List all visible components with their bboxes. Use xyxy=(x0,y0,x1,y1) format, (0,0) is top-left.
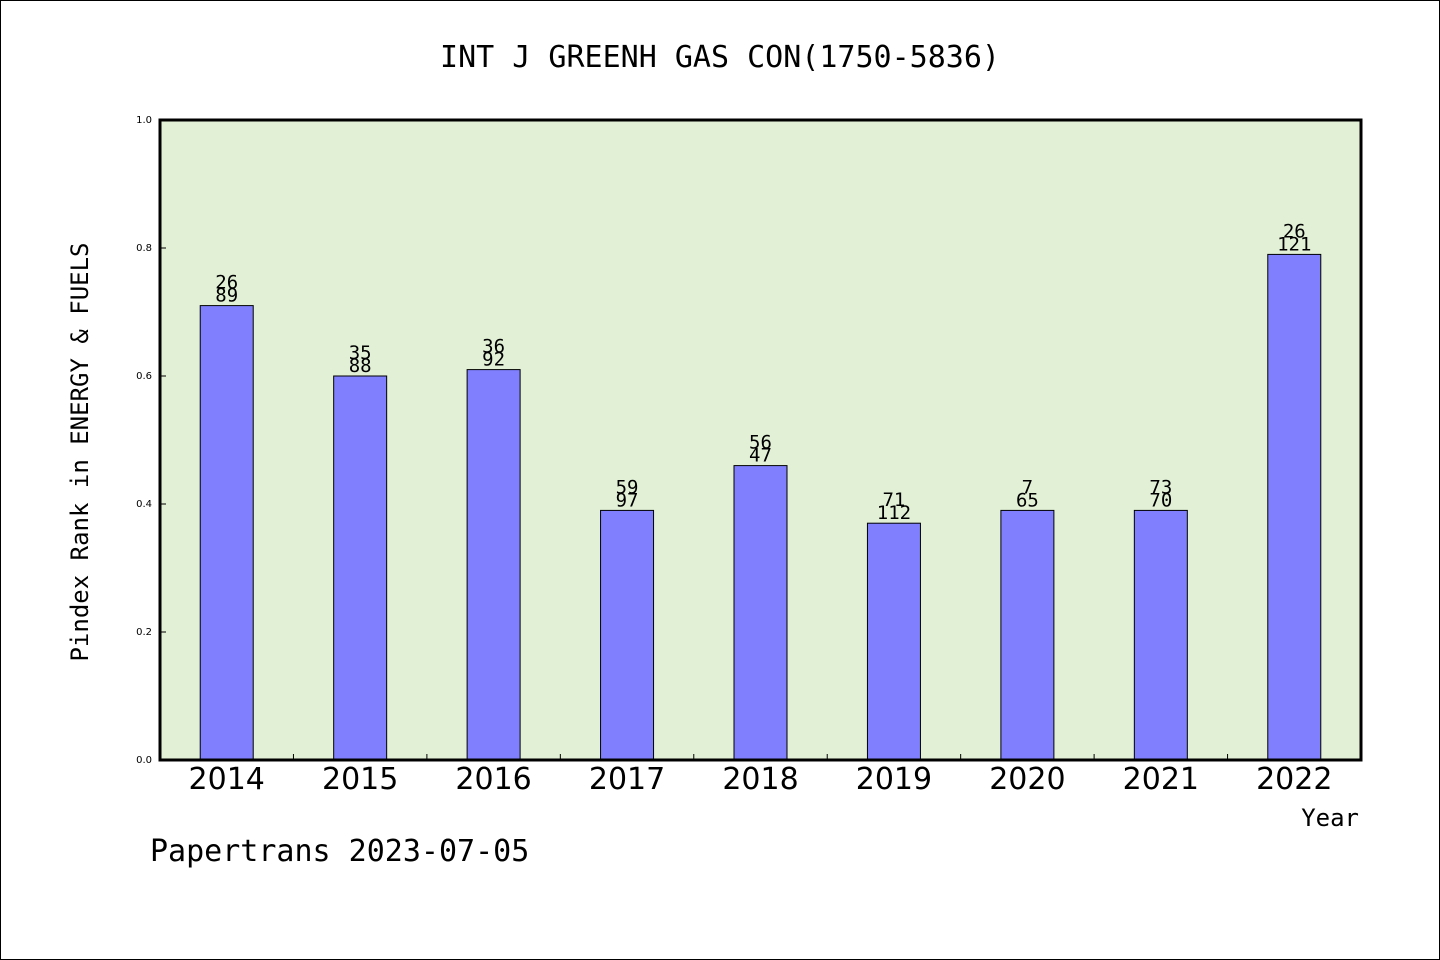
bar-label-top: 26 xyxy=(1283,220,1306,242)
bar-label-top: 59 xyxy=(616,476,639,498)
y-tick-label: 1.0 xyxy=(136,115,152,126)
y-tick-label: 0.8 xyxy=(136,243,152,254)
x-tick-label: 2022 xyxy=(1256,762,1332,797)
chart-title: INT J GREENH GAS CON(1750-5836) xyxy=(440,40,1000,75)
footer-watermark: Papertrans 2023-07-05 xyxy=(150,834,530,869)
bar-label-bottom: 89 xyxy=(215,285,238,307)
bar-2022[interactable] xyxy=(1267,253,1322,761)
y-tick-label: 0.6 xyxy=(136,371,152,382)
bar-2016[interactable] xyxy=(466,369,521,761)
y-tick-label: 0.0 xyxy=(136,755,152,766)
bar-label-bottom: 65 xyxy=(1016,489,1039,511)
x-tick-label: 2021 xyxy=(1123,762,1199,797)
plot-border xyxy=(158,118,1363,762)
bar-label-top: 73 xyxy=(1149,476,1172,498)
bar-label-top: 26 xyxy=(215,272,238,294)
bar-label-top: 56 xyxy=(749,432,772,454)
bar-label-bottom: 92 xyxy=(482,349,505,371)
y-axis-label: Pindex Rank in ENERGY & FUELS xyxy=(66,242,94,661)
x-tick-label: 2014 xyxy=(189,762,265,797)
x-axis-label: Year xyxy=(1301,804,1359,832)
x-tick-label: 2016 xyxy=(455,762,531,797)
bar-2019[interactable] xyxy=(866,522,921,761)
bar-2021[interactable] xyxy=(1133,509,1188,761)
x-tick-label: 2015 xyxy=(322,762,398,797)
bar-label-top: 71 xyxy=(882,489,905,511)
y-tick-label: 0.4 xyxy=(136,499,152,510)
y-tick-label: 0.2 xyxy=(136,627,152,638)
x-tick-label: 2019 xyxy=(856,762,932,797)
bar-label-top: 36 xyxy=(482,336,505,358)
x-tick-label: 2018 xyxy=(722,762,798,797)
bar-2014[interactable] xyxy=(199,305,254,761)
x-tick-label: 2020 xyxy=(989,762,1065,797)
bar-label-bottom: 112 xyxy=(877,502,911,524)
bar-label-bottom: 47 xyxy=(749,445,772,467)
bar-label-bottom: 121 xyxy=(1277,233,1311,255)
bar-label-bottom: 88 xyxy=(349,355,372,377)
bar-label-bottom: 70 xyxy=(1149,489,1172,511)
bar-2020[interactable] xyxy=(1000,509,1055,761)
x-tick-label: 2017 xyxy=(589,762,665,797)
bar-2015[interactable] xyxy=(333,375,388,761)
bar-2017[interactable] xyxy=(600,509,655,761)
bar-label-top: 35 xyxy=(349,342,372,364)
bar-label-top: 7 xyxy=(1022,476,1033,498)
bar-label-bottom: 97 xyxy=(616,489,639,511)
bar-2018[interactable] xyxy=(733,465,788,761)
